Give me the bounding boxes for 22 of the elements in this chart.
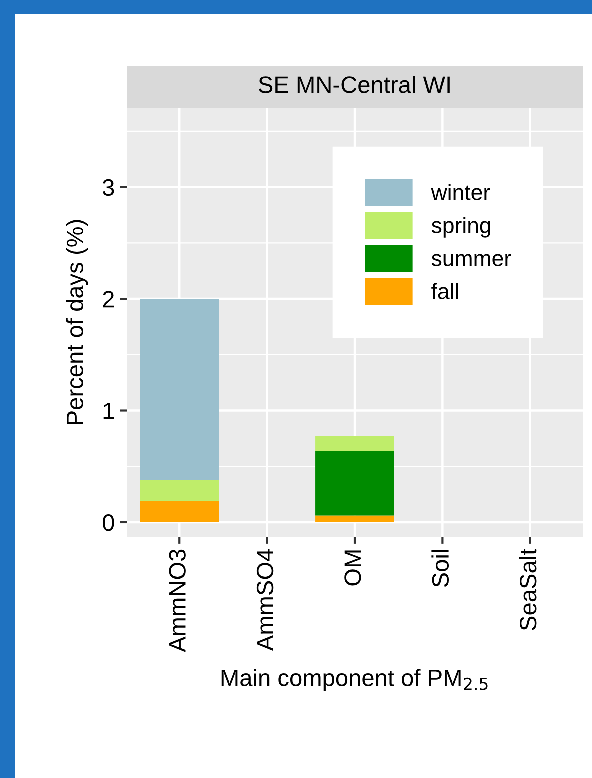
legend-label: spring [432, 217, 490, 238]
y-tick-label: 1 [104, 403, 114, 420]
legend-label: fall [432, 283, 458, 300]
y-tick-label: 3 [102, 179, 114, 196]
y-axis-title: Percent of days (%) [66, 220, 88, 424]
x-tick-label: OM [344, 550, 362, 586]
y-tick-label: 0 [102, 514, 114, 532]
x-tick-label: AmmNO3 [169, 550, 186, 652]
bar [140, 299, 220, 480]
bar [140, 480, 220, 502]
bar [316, 516, 394, 522]
x-tick-label: SeaSalt [519, 548, 537, 630]
bar [316, 450, 394, 516]
legend-label: winter [431, 184, 490, 200]
x-tick-label: Soil [432, 550, 450, 588]
bar [140, 501, 220, 522]
x-tick-label: AmmSO4 [256, 549, 274, 652]
bar [316, 436, 394, 451]
chart-title: SE MN-Central WI [258, 76, 450, 94]
x-axis-title: Main component of PM$_{2.5}$ [222, 669, 488, 692]
y-tick-label: 2 [103, 291, 114, 308]
legend-label: summer [432, 254, 512, 266]
